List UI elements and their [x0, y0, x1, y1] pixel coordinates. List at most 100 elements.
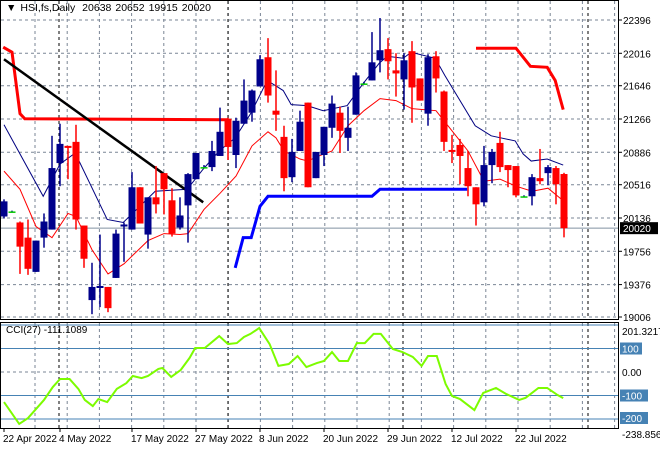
candle-body	[296, 121, 304, 151]
bull-candle	[208, 140, 216, 172]
bear-candle	[448, 134, 456, 164]
bear-candle	[496, 131, 504, 173]
candle-body	[272, 110, 280, 115]
candle-body	[280, 136, 288, 179]
candle-body	[392, 70, 400, 74]
candle-body	[512, 166, 520, 196]
candle-body	[440, 91, 448, 142]
price-axis-label: 19756	[623, 247, 651, 258]
candle-body	[64, 145, 72, 148]
candle-body	[376, 50, 384, 61]
bull-candle	[232, 117, 240, 169]
trendline	[3, 58, 204, 204]
bear-candle	[304, 102, 312, 188]
bear-candle	[504, 165, 512, 188]
candle-body	[480, 165, 488, 203]
bull-candle	[528, 174, 536, 206]
candle-body	[336, 112, 344, 131]
date-label: 12 Jul 2022	[451, 434, 503, 445]
candle-body	[304, 102, 312, 188]
candle-body	[288, 151, 296, 178]
bull-candle	[48, 135, 56, 230]
candle-body	[56, 143, 64, 164]
cci-level-box	[620, 389, 648, 402]
bear-candle	[416, 78, 424, 101]
bear-candle	[560, 172, 568, 238]
candle-body	[200, 167, 208, 169]
support-line	[233, 187, 468, 269]
candle-body	[424, 57, 432, 114]
bear-candle	[168, 188, 176, 237]
candle-body	[80, 225, 88, 259]
candle-body	[0, 201, 8, 217]
bull-candle	[184, 173, 192, 243]
bull-candle	[176, 197, 184, 230]
bull-candle	[40, 213, 48, 248]
bull-candle	[256, 55, 264, 87]
bear-candle	[160, 173, 168, 215]
price-axis-label: 22396	[623, 16, 651, 27]
candle-body	[128, 187, 136, 230]
candle-body	[184, 174, 192, 206]
price-axis-label: 22016	[623, 49, 651, 60]
price-axis-label: 19006	[623, 313, 651, 324]
bear-candle	[24, 219, 32, 275]
bear-candle	[512, 166, 520, 198]
date-label: 20 Jun 2022	[323, 434, 378, 445]
bull-candle	[320, 126, 328, 167]
candle-body	[400, 60, 408, 80]
candle-body	[456, 144, 464, 156]
bear-candle	[280, 125, 288, 192]
date-label: 17 May 2022	[131, 434, 189, 445]
bull-candle	[344, 106, 352, 151]
symbol-label: HSI,fs,Daily	[20, 2, 76, 14]
doji-candle	[8, 210, 16, 213]
candle-body	[144, 197, 152, 235]
candle-body	[264, 57, 272, 96]
candle-body	[48, 168, 56, 230]
price-axis-label: 20886	[623, 148, 651, 159]
bear-candle	[136, 187, 144, 224]
bull-candle	[368, 32, 376, 81]
candle-body	[504, 165, 512, 171]
bull-candle	[0, 199, 8, 219]
bull-candle	[32, 240, 40, 272]
bear-candle	[472, 187, 480, 226]
price-axis-label: 20136	[623, 214, 651, 225]
cci-name: CCI(27)	[6, 325, 42, 336]
bear-candle	[16, 221, 24, 274]
bull-candle	[96, 234, 104, 308]
candle-body	[320, 126, 328, 156]
candle-body	[40, 221, 48, 238]
bull-candle	[400, 53, 408, 110]
cci-header: CCI(27) -111.1089	[6, 325, 87, 336]
candle-body	[464, 168, 472, 187]
cci-axis-label: 201.3217	[622, 327, 660, 338]
collapse-triangle-icon[interactable]: ▼	[6, 2, 17, 14]
bull-candle	[288, 138, 296, 183]
date-label: 4 May 2022	[59, 434, 112, 445]
candle-body	[136, 187, 144, 224]
candle-body	[488, 151, 496, 166]
bull-candle	[112, 229, 120, 278]
bull-candle	[128, 172, 136, 230]
cci-level-box	[620, 412, 648, 424]
bull-candle	[352, 72, 360, 115]
bear-candle	[272, 70, 280, 131]
bear-candle	[72, 124, 80, 230]
main-panel-frame	[0, 0, 619, 320]
ma-fast	[3, 98, 565, 275]
current-price-box	[620, 222, 658, 235]
cci-panel-frame	[0, 322, 619, 429]
candle-body	[360, 83, 368, 85]
candle-body	[536, 178, 544, 182]
doji-candle	[200, 165, 208, 169]
cci-value: -111.1089	[43, 325, 88, 336]
current-price-label: 20020	[623, 224, 651, 235]
candle-body	[368, 62, 376, 81]
candle-body	[344, 127, 352, 138]
bull-candle	[192, 152, 200, 180]
price-axis-label: 21266	[623, 115, 651, 126]
bear-candle	[456, 138, 464, 185]
